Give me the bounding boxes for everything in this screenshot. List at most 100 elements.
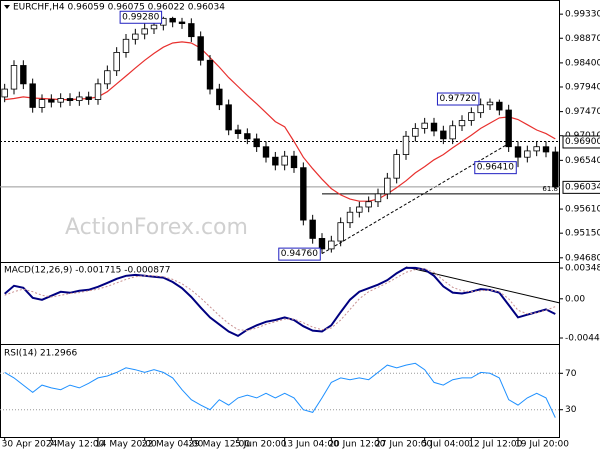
candle-body: [48, 99, 55, 103]
panel-title: EURCHF,H4 0.96059 0.96075 0.96022 0.9603…: [13, 3, 225, 13]
candle-body: [94, 83, 102, 100]
series-line: [4, 41, 556, 202]
y-tick-label: 0.94680: [565, 253, 600, 263]
y-tick-label: 30: [565, 405, 577, 415]
candle-body: [1, 88, 8, 98]
candle-body: [188, 23, 195, 38]
candle-body: [552, 151, 559, 188]
candle-body: [141, 28, 148, 35]
panel-title: RSI(14) 21.2966: [4, 349, 77, 359]
candle-body: [458, 120, 466, 127]
candle-body: [10, 65, 18, 90]
watermark: ActionForex.com: [65, 215, 248, 240]
candle-body: [85, 96, 92, 100]
y-tick-label: 0.97470: [565, 107, 600, 117]
label-box: [278, 247, 321, 261]
price-label: 0.96034: [565, 182, 600, 192]
candle-body: [66, 98, 74, 102]
pivot-label: 0.96410: [477, 163, 514, 173]
candle-body: [150, 24, 158, 30]
label-box: [562, 180, 600, 194]
x-tick-label: 22 May 04:00: [142, 440, 204, 450]
pivot-label: 0.99280: [122, 12, 159, 22]
candle-body: [76, 96, 83, 102]
candle-body: [384, 177, 391, 195]
candle-body: [356, 206, 363, 213]
frame: [0, 0, 560, 438]
y-tick-label: 70: [565, 369, 577, 379]
candle-body: [533, 146, 540, 152]
candle-body: [365, 201, 372, 208]
candle-body: [374, 193, 382, 203]
candle-body: [272, 156, 279, 166]
x-tick-label: 19 Jul 20:00: [515, 440, 569, 450]
candle-body: [421, 122, 428, 129]
candle-body: [104, 70, 111, 85]
candle-body: [29, 83, 36, 108]
series-line: [4, 268, 556, 332]
label-box: [474, 161, 517, 175]
candle-body: [328, 240, 335, 250]
candle-body: [38, 99, 46, 108]
y-tick-label: 0.97940: [565, 82, 600, 92]
x-tick-label: 13 Jun 04:00: [282, 440, 339, 450]
candle-body: [505, 109, 512, 148]
candle-body: [20, 65, 27, 85]
candle-body: [234, 129, 242, 135]
candle-body: [57, 98, 64, 103]
candle-body: [281, 155, 288, 166]
x-tick-label: 5 Jul 04:00: [422, 440, 471, 450]
y-tick-label: 0.95610: [565, 205, 600, 215]
candle-body: [496, 101, 503, 111]
y-tick-label: 0.98870: [565, 34, 600, 44]
candle-body: [300, 167, 307, 221]
y-tick-label: 0.96540: [565, 156, 600, 166]
label-box: [119, 10, 163, 24]
candle-body: [412, 127, 419, 137]
series-line: [4, 362, 556, 418]
series-line: [4, 266, 556, 338]
pivot-label: 0.94760: [281, 249, 318, 259]
y-tick-label: 0.98400: [565, 58, 600, 68]
candle-body: [290, 155, 298, 169]
label-box: [562, 135, 600, 149]
candle-body: [449, 125, 456, 140]
candle-body: [253, 138, 260, 148]
menu-arrow: [4, 5, 10, 9]
candle-body: [225, 104, 232, 131]
candle-body: [122, 38, 130, 53]
candle-body: [477, 104, 484, 114]
candle-body: [318, 238, 326, 250]
candle-body: [262, 146, 270, 158]
candle-body: [113, 52, 120, 72]
x-tick-label: 20 Jun 12:00: [328, 440, 385, 450]
x-tick-label: 27 Jun 20:00: [375, 440, 432, 450]
x-tick-label: 29 May 12:00: [188, 440, 250, 450]
candle-body: [468, 112, 475, 121]
candle-body: [393, 154, 400, 179]
y-tick-label: 0.95150: [565, 229, 600, 239]
candle-body: [206, 59, 214, 90]
candle-body: [244, 133, 251, 140]
candle-body: [309, 219, 316, 239]
pivot-label: 0.97720: [439, 94, 476, 104]
y-tick-label: 0.99330: [565, 10, 600, 20]
trendline: [405, 266, 561, 304]
candle-body: [430, 122, 438, 132]
candle-body: [169, 17, 176, 23]
candle-body: [197, 36, 204, 61]
candle-body: [440, 130, 447, 140]
x-tick-label: 7 May 12:00: [48, 440, 104, 450]
price-label: 0.96900: [565, 137, 600, 147]
candle-body: [216, 88, 223, 106]
x-tick-label: 12 Jul 12:00: [468, 440, 522, 450]
candle-body: [346, 211, 354, 224]
trendline: [321, 143, 509, 255]
candle-body: [486, 101, 494, 106]
candle-body: [514, 146, 522, 158]
candle-body: [542, 146, 550, 153]
y-tick-label: -0.004436: [565, 334, 600, 344]
y-tick-label: 0.00: [565, 294, 585, 304]
fib-label: 61.8: [542, 185, 558, 193]
